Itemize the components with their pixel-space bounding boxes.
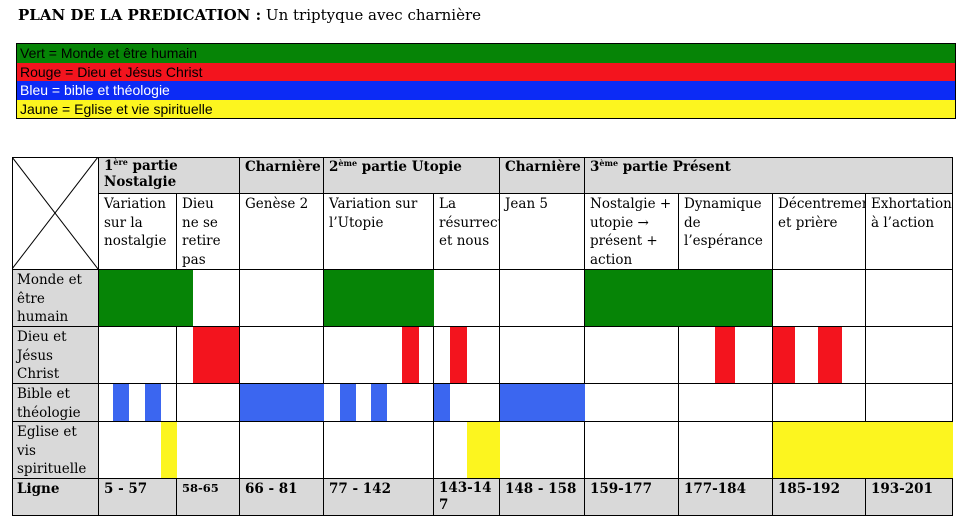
yellow-block xyxy=(161,422,177,478)
blue-block xyxy=(340,384,356,421)
hinge-header-1: Charnière xyxy=(240,157,324,194)
title-bold: PLAN DE LA PREDICATION : xyxy=(18,6,262,24)
subheader-1: Variation sur la nostalgie xyxy=(99,194,177,270)
legend-yellow: Jaune = Eglise et vie spirituelle xyxy=(17,99,955,118)
subheader-8: Dynamique de l’espérance xyxy=(679,194,773,270)
title-rest: Un triptyque avec charnière xyxy=(261,6,482,24)
blue-block xyxy=(145,384,161,421)
row-label-dieu: Dieu et Jésus Christ xyxy=(12,327,99,384)
cross-mark-icon xyxy=(12,157,98,269)
legend-blue: Bleu = bible et théologie xyxy=(17,81,955,100)
subheader-10: Exhortation à l’action xyxy=(866,194,953,270)
red-block xyxy=(193,327,239,383)
green-block xyxy=(177,270,193,326)
part-header-2: 2ème partie Utopie xyxy=(324,157,500,194)
page-title: PLAN DE LA PREDICATION : Un triptyque av… xyxy=(18,6,481,24)
part-header-1: 1ère partie Nostalgie xyxy=(99,157,240,194)
green-block xyxy=(99,270,177,326)
row-label-eglise: Eglise et vis spirituelle xyxy=(12,422,99,479)
blue-block xyxy=(371,384,387,421)
subheader-6: Jean 5 xyxy=(500,194,585,270)
subheader-7: Nostalgie + utopie → présent + action xyxy=(585,194,679,270)
ligne-value: 77 - 142 xyxy=(324,479,434,516)
red-block xyxy=(450,327,467,383)
ligne-value: 159-177 xyxy=(585,479,679,516)
legend-red: Rouge = Dieu et Jésus Christ xyxy=(17,62,955,81)
ligne-value: 193-201 xyxy=(866,479,953,516)
ligne-value: 148 - 158 xyxy=(500,479,585,516)
blue-block xyxy=(113,384,129,421)
ligne-value: 185-192 xyxy=(773,479,866,516)
subheader-9: Décentrement et prière xyxy=(773,194,866,270)
red-block xyxy=(715,327,735,383)
blue-block xyxy=(500,384,585,421)
part-header-3: 3ème partie Présent xyxy=(585,157,953,194)
red-block xyxy=(773,327,795,383)
color-legend: Vert = Monde et être humain Rouge = Dieu… xyxy=(16,43,956,119)
red-block xyxy=(402,327,419,383)
blue-block xyxy=(240,384,324,421)
ligne-value: 143-147 xyxy=(434,479,500,516)
ligne-value: 5 - 57 xyxy=(99,479,177,516)
blue-block xyxy=(434,384,450,421)
row-label-monde: Monde et être humain xyxy=(12,270,99,327)
legend-green: Vert = Monde et être humain xyxy=(17,44,955,63)
ligne-value: 66 - 81 xyxy=(240,479,324,516)
corner-cell xyxy=(12,157,99,270)
subheader-3: Genèse 2 xyxy=(240,194,324,270)
row-label-bible: Bible et théologie xyxy=(12,384,99,422)
subheader-5: La résurrection et nous xyxy=(434,194,500,270)
ligne-label: Ligne xyxy=(12,479,99,516)
yellow-block xyxy=(467,422,500,478)
ligne-value: 177-184 xyxy=(679,479,773,516)
hinge-header-2: Charnière xyxy=(500,157,585,194)
red-block xyxy=(818,327,842,383)
green-block xyxy=(585,270,772,326)
yellow-block xyxy=(773,422,953,478)
green-block xyxy=(324,270,434,326)
subheader-4: Variation sur l’Utopie xyxy=(324,194,434,270)
ligne-value: 58-65 xyxy=(177,479,240,516)
subheader-2: Dieu ne se retire pas xyxy=(177,194,240,270)
